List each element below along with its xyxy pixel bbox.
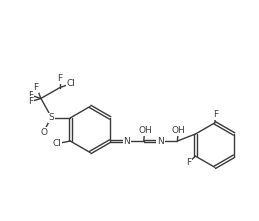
Text: OH: OH [138, 126, 152, 135]
Text: S: S [48, 113, 54, 122]
Text: F: F [57, 74, 62, 83]
Text: F: F [186, 158, 191, 167]
Text: O: O [40, 128, 47, 137]
Text: Cl: Cl [67, 79, 76, 88]
Text: F: F [28, 97, 33, 106]
Text: OH: OH [172, 126, 186, 135]
Text: Cl: Cl [52, 139, 61, 148]
Text: N: N [157, 137, 164, 145]
Text: N: N [124, 137, 130, 145]
Text: F: F [214, 110, 219, 119]
Text: F: F [28, 91, 33, 100]
Text: F: F [33, 83, 39, 92]
